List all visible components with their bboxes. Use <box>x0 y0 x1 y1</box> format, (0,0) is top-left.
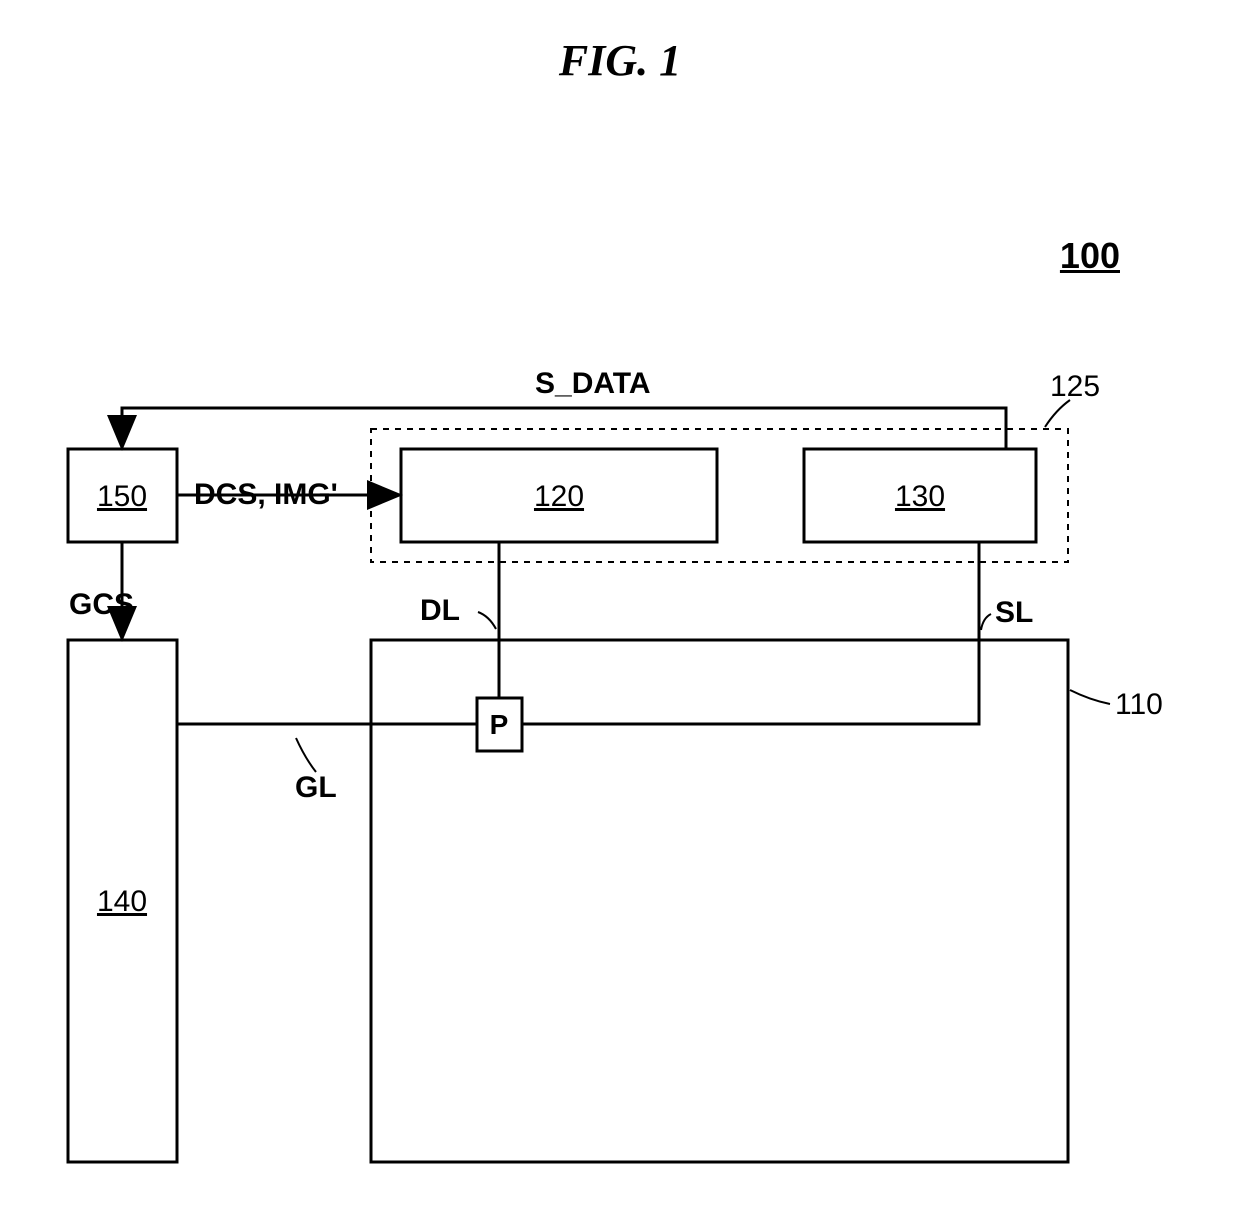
leader-125 <box>1045 400 1070 427</box>
block-130-label: 130 <box>895 480 945 513</box>
leader-sl <box>981 614 991 630</box>
block-120-label: 120 <box>534 480 584 513</box>
leader-110 <box>1070 690 1110 704</box>
leader-gl <box>296 738 316 772</box>
block-140-label: 140 <box>97 885 147 918</box>
sl-line <box>523 543 979 724</box>
block-150-label: 150 <box>97 480 147 513</box>
diagram-svg: 150 120 130 140 P <box>0 0 1240 1209</box>
diagram-container: FIG. 1 100 S_DATA 125 DCS, IMG' GCS DL S… <box>0 0 1240 1209</box>
leader-dl <box>478 612 496 629</box>
pixel-label: P <box>490 709 509 740</box>
